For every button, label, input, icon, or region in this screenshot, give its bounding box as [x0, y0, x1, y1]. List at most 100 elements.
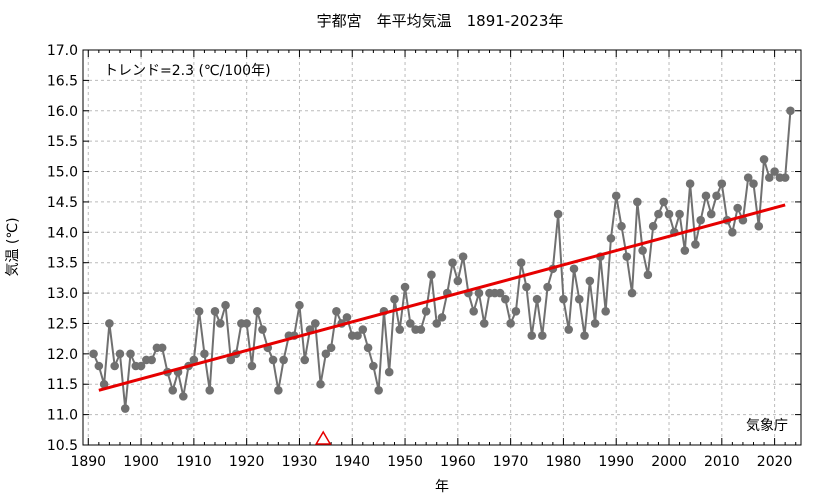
y-tick-label: 17.0: [47, 43, 78, 59]
data-point: [559, 294, 568, 304]
data-point: [743, 173, 753, 182]
data-point: [659, 197, 669, 207]
data-point: [654, 209, 663, 219]
data-point: [120, 404, 130, 413]
marker-group: [314, 430, 332, 445]
data-point: [516, 258, 526, 267]
data-point: [157, 343, 167, 353]
data-point: [574, 294, 584, 304]
x-tick-label: 1920: [229, 454, 265, 470]
data-point: [105, 319, 114, 328]
data-point: [358, 325, 368, 334]
data-point: [242, 319, 251, 328]
data-point: [765, 173, 774, 182]
data-point: [495, 288, 505, 298]
data-point: [353, 331, 362, 340]
plot-frame: [82, 49, 802, 446]
data-point: [384, 367, 394, 377]
data-point: [252, 307, 262, 316]
data-point: [664, 209, 674, 219]
x-tick-labels: 1890 1900 1910 1920 1930 1940 1950 1960 1970 1980…: [70, 454, 792, 470]
data-point: [479, 319, 489, 328]
data-point: [274, 386, 283, 395]
data-point: [633, 197, 642, 207]
data-point: [258, 325, 267, 334]
data-point: [147, 355, 156, 365]
data-point: [268, 355, 278, 365]
x-tick-label: 1970: [493, 454, 529, 470]
x-tick-label: 1980: [546, 454, 582, 470]
trend-line-group: [98, 203, 786, 392]
data-point: [221, 300, 230, 310]
data-point: [611, 191, 621, 201]
data-point: [622, 252, 632, 261]
y-tick-labels: 10.5 11.0 11.5 12.0 12.5 13.0 13.5 14.0 14.5 15.0…: [47, 43, 78, 454]
y-tick-label: 11.0: [47, 408, 78, 424]
data-point: [342, 313, 352, 322]
y-tick-label: 13.5: [47, 256, 78, 272]
station-change-marker: [314, 430, 332, 445]
credit-label: 気象庁: [746, 418, 788, 434]
data-point: [522, 282, 531, 292]
data-point: [194, 307, 204, 316]
data-point: [316, 379, 325, 389]
data-point: [543, 282, 552, 292]
data-point: [712, 191, 721, 201]
data-point: [295, 300, 304, 310]
x-tick-label: 1960: [440, 454, 476, 470]
data-point: [696, 215, 705, 225]
data-point: [706, 209, 716, 219]
data-point: [416, 325, 426, 334]
data-point: [532, 294, 542, 304]
data-point: [427, 270, 436, 280]
x-tick-label: 2010: [704, 454, 740, 470]
data-point: [527, 331, 537, 340]
data-point: [733, 203, 742, 213]
x-tick-label: 2000: [651, 454, 687, 470]
data-point: [168, 386, 178, 395]
data-point: [326, 343, 336, 353]
data-point: [453, 276, 463, 286]
x-tick-label: 1950: [387, 454, 423, 470]
data-point: [675, 209, 684, 219]
y-tick-label: 13.0: [47, 286, 78, 302]
trend-annotation: トレンド=2.3 (℃/100年): [104, 63, 271, 79]
data-point: [770, 167, 779, 176]
data-point: [226, 355, 236, 365]
data-point: [590, 319, 600, 328]
data-point: [564, 325, 574, 334]
data-point: [701, 191, 711, 201]
data-point: [643, 270, 653, 280]
x-axis-label: 年: [435, 479, 449, 495]
data-point: [369, 361, 378, 371]
data-point: [585, 276, 595, 286]
y-tick-label: 14.0: [47, 225, 78, 241]
data-point: [115, 349, 125, 359]
data-point: [501, 294, 510, 304]
data-point: [786, 106, 795, 116]
data-point: [638, 246, 647, 255]
data-point: [437, 313, 447, 322]
y-tick-label: 15.5: [47, 134, 78, 150]
data-point: [200, 349, 209, 359]
data-point: [400, 282, 410, 292]
data-point: [759, 155, 769, 164]
data-point: [126, 349, 135, 359]
x-tick-label: 1930: [282, 454, 318, 470]
data-point: [310, 319, 320, 328]
x-tick-label: 2020: [757, 454, 793, 470]
data-points: [89, 106, 795, 413]
data-point: [458, 252, 468, 261]
data-point: [749, 179, 758, 188]
data-point: [406, 319, 415, 328]
data-point: [448, 258, 457, 267]
data-point: [538, 331, 547, 340]
y-tick-label: 12.5: [47, 316, 78, 332]
data-point: [432, 319, 442, 328]
y-tick-label: 12.0: [47, 347, 78, 363]
x-tick-label: 1900: [123, 454, 159, 470]
data-point: [94, 361, 104, 371]
y-tick-label: 10.5: [47, 438, 78, 454]
data-point: [511, 307, 521, 316]
